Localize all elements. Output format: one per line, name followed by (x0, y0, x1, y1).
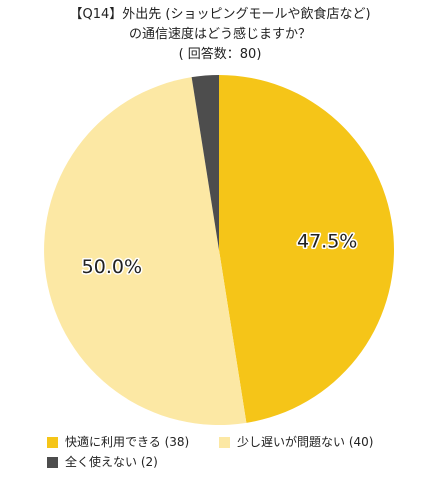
pie-slice-label-0: 47.5% (297, 230, 357, 252)
legend-label-sukoshi-osoi: 少し遅いが問題ない (40) (237, 435, 374, 449)
chart-title-line-3: ( 回答数：80) (178, 47, 262, 62)
pie-chart: 47.5% 50.0% (44, 75, 394, 425)
pie-slice-0 (219, 75, 394, 423)
legend-label-kaiteki: 快適に利用できる (38) (65, 435, 190, 449)
chart-title: 【Q14】外出先 (ショッピングモールや飲食店など) の通信速度はどう感じますか… (0, 5, 440, 65)
legend-item-kaiteki: 快適に利用できる (38) (47, 435, 219, 449)
legend-label-mattaku: 全く使えない (2) (65, 455, 158, 469)
legend-item-sukoshi-osoi: 少し遅いが問題ない (40) (219, 435, 373, 449)
legend-row-2: 全く使えない (2) (47, 452, 427, 472)
legend-swatch-mattaku (47, 456, 58, 468)
legend-item-mattaku: 全く使えない (2) (47, 455, 158, 469)
chart-title-line-1: 【Q14】外出先 (ショッピングモールや飲食店など) (69, 7, 371, 22)
legend-swatch-sukoshi-osoi (219, 436, 230, 448)
pie-labels: 47.5% 50.0% (80, 229, 359, 279)
pie-slice-2 (191, 75, 219, 250)
chart-title-line-2: の通信速度はどう感じますか？ (128, 27, 311, 42)
chart-legend: 快適に利用できる (38) 少し遅いが問題ない (40) 全く使えない (2) (47, 432, 427, 472)
legend-row-1: 快適に利用できる (38) 少し遅いが問題ない (40) (47, 432, 427, 452)
pie-slice-label-1: 50.0% (82, 256, 142, 278)
pie-slices (44, 75, 394, 425)
legend-swatch-kaiteki (47, 436, 58, 448)
pie-slice-1 (44, 77, 247, 425)
